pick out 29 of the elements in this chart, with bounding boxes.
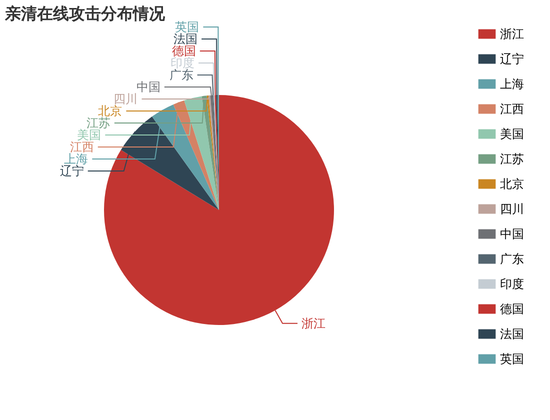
- slice-label: 英国: [175, 20, 200, 34]
- legend-label: 美国: [500, 127, 524, 141]
- legend-label: 浙江: [500, 27, 524, 41]
- legend-label: 四川: [500, 202, 524, 216]
- legend-label: 中国: [500, 227, 524, 241]
- slice-label: 德国: [172, 44, 196, 58]
- slice-label: 中国: [136, 80, 160, 94]
- legend-label: 印度: [500, 277, 524, 291]
- legend-label: 上海: [500, 77, 524, 91]
- legend-label: 江西: [500, 102, 524, 116]
- slice-label: 四川: [114, 92, 138, 106]
- legend-label: 广东: [500, 252, 524, 266]
- slice-label: 江苏: [86, 116, 110, 130]
- legend-label: 法国: [500, 327, 524, 341]
- slice-label: 美国: [77, 128, 102, 142]
- slice-label: 北京: [98, 104, 122, 118]
- chart-title: 亲清在线攻击分布情况: [4, 4, 166, 23]
- legend-label: 英国: [500, 352, 524, 366]
- legend-label: 辽宁: [500, 52, 524, 66]
- slice-label: 辽宁: [60, 164, 84, 178]
- slice-label: 上海: [64, 152, 88, 166]
- slice-label: 广东: [169, 68, 194, 82]
- legend-label: 江苏: [500, 152, 524, 166]
- slice-label: 江西: [70, 140, 94, 154]
- legend-label: 德国: [500, 302, 524, 316]
- slice-label: 法国: [174, 32, 198, 46]
- slice-label: 浙江: [302, 316, 326, 330]
- slice-label: 印度: [170, 56, 194, 70]
- legend-label: 北京: [500, 177, 524, 191]
